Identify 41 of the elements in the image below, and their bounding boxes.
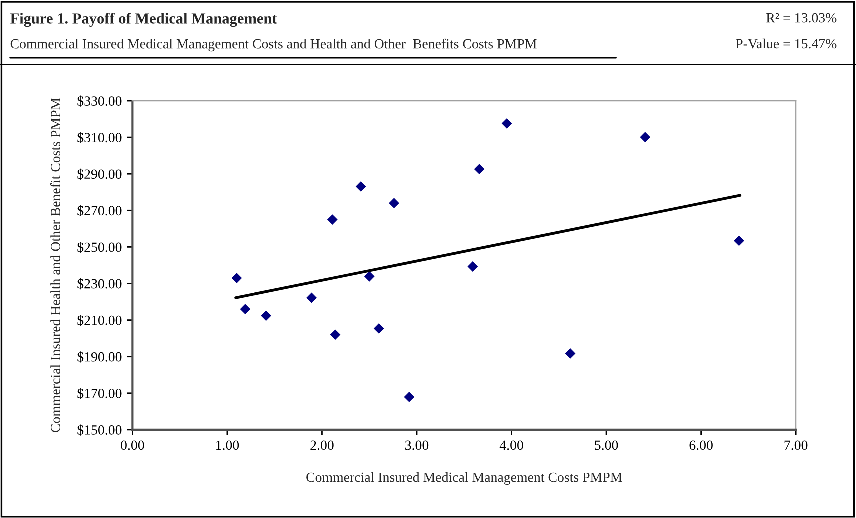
point	[502, 118, 512, 129]
y-tick-label: $270.00	[78, 205, 122, 217]
point	[565, 348, 576, 359]
y-tick-label: $210.00	[78, 315, 122, 326]
y-tick-label: $150.00	[78, 424, 122, 436]
y-tick-label: $230.00	[78, 278, 122, 290]
x-tick-label: 6.00	[690, 440, 713, 450]
point	[389, 198, 400, 209]
point	[374, 324, 384, 334]
point	[640, 132, 651, 143]
x-axis-title: Commercial Insured Medical Management Costs PMPM	[306, 472, 622, 486]
y-tick-label: $190.00	[78, 352, 122, 363]
x-tick-label: 0.00	[121, 440, 144, 450]
point	[232, 273, 242, 284]
x-tick-label: 4.00	[500, 440, 524, 450]
x-tick-label: 3.00	[406, 440, 429, 450]
y-tick-label: $170.00	[78, 388, 122, 400]
y-tick-label: $330.00	[78, 96, 122, 107]
x-tick-label: 5.00	[595, 440, 618, 450]
point	[474, 164, 485, 175]
point	[261, 310, 272, 322]
x-tick-label: 1.00	[216, 440, 240, 450]
x-tick-label: 7.00	[784, 440, 808, 450]
point	[327, 214, 338, 225]
chart-subtitle: Commercial Insured Medical Management Costs and Health and Other Benefits Costs PMPM	[10, 38, 537, 52]
text: P-Value = 15.47%	[736, 38, 837, 49]
point	[404, 392, 415, 402]
point	[330, 330, 341, 340]
x-tick-label: 2.00	[310, 440, 334, 450]
y-tick-label: $310.00	[78, 132, 122, 144]
point	[734, 236, 744, 246]
y-tick-label: $290.00	[78, 168, 122, 180]
point	[468, 262, 478, 272]
y-axis-title: Commercial Insured Health and Other Benefit Costs PMPM	[50, 98, 60, 433]
point	[356, 182, 366, 192]
point	[240, 304, 251, 315]
text: R² = 13.03%	[766, 13, 837, 23]
point	[364, 271, 375, 282]
chart-title: Figure 1. Payoff of Medical Management	[10, 12, 278, 28]
point	[306, 292, 317, 304]
y-tick-label: $250.00	[78, 242, 122, 254]
